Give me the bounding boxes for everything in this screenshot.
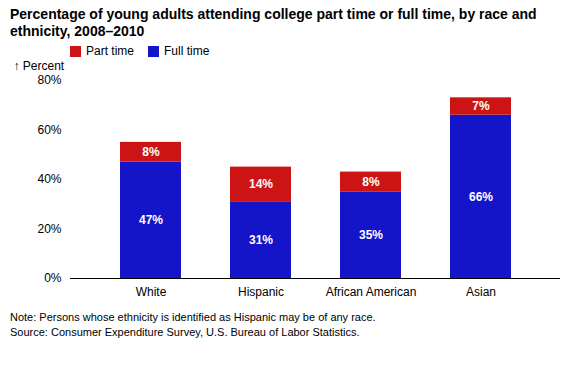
svg-text:80%: 80% [37,73,61,87]
svg-text:40%: 40% [37,172,61,186]
svg-text:47%: 47% [139,213,163,227]
svg-text:8%: 8% [362,175,380,189]
svg-text:7%: 7% [472,99,490,113]
svg-text:8%: 8% [142,145,160,159]
html-text:Part time: Part time [86,44,134,58]
svg-text:Hispanic: Hispanic [238,285,284,299]
html-text:Percentage of young adults att: Percentage of young adults attending col… [10,6,537,39]
svg-text:White: White [136,285,167,299]
svg-text:African American: African American [326,285,417,299]
svg-text:14%: 14% [249,177,273,191]
svg-text:↑ Percent: ↑ Percent [14,59,65,73]
svg-text:31%: 31% [249,233,273,247]
svg-text:66%: 66% [469,190,493,204]
svg-text:35%: 35% [359,228,383,242]
html-text:Full time: Full time [164,44,210,58]
svg-text:0%: 0% [44,271,62,285]
svg-text:20%: 20% [37,222,61,236]
svg-text:60%: 60% [37,123,61,137]
html-text:Note: Persons whose ethnicity: Note: Persons whose ethnicity is identif… [10,311,376,323]
svg-text:Asian: Asian [466,285,496,299]
html-text:Source: Consumer Expenditure S: Source: Consumer Expenditure Survey, U.S… [10,326,360,338]
